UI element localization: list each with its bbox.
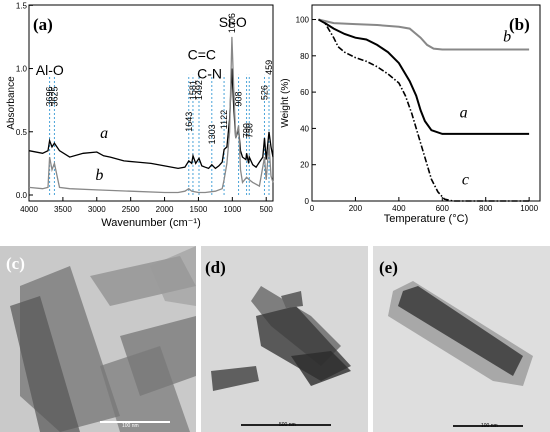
y-tick-label: 1.0 — [16, 65, 28, 74]
tem-c-scale: 100 nm — [122, 423, 139, 429]
panel-b-frame — [311, 4, 541, 202]
tem-c-label: (c) — [6, 254, 25, 273]
panel-b-label: (b) — [509, 15, 530, 34]
tem-panel-d: (d) 500 nm — [201, 246, 368, 432]
peak-label: 3696 — [45, 86, 55, 106]
peak-label: 1643 — [184, 112, 194, 132]
tem-e-scale: 100 nm — [481, 423, 498, 429]
panel-a-xlabel: Wavenumber (cm⁻¹) — [101, 217, 201, 229]
x-tick-label: 400 — [392, 204, 406, 213]
y-tick-label: 80 — [300, 52, 309, 61]
panel-b-plot: 0 200 400 600 800 1000 0 20 40 60 80 100 b a c — [296, 16, 539, 213]
y-tick-label: 100 — [296, 16, 310, 25]
panel-b-xlabel: Temperature (°C) — [384, 213, 468, 225]
series-label: a — [100, 125, 108, 142]
peak-label: 1581 — [188, 80, 198, 100]
peak-label: 526 — [259, 85, 269, 100]
panel-a: 4000 3500 3000 2500 2000 1500 1000 500 0.0 0.5 1.0… — [6, 1, 274, 229]
x-tick-label: 4000 — [20, 205, 38, 214]
peak-label: 459 — [264, 60, 274, 75]
x-tick-label: 1500 — [190, 205, 208, 214]
x-tick-label: 800 — [479, 204, 493, 213]
series-line-c — [318, 18, 530, 202]
x-tick-label: 600 — [436, 204, 450, 213]
x-tick-label: 3500 — [54, 205, 72, 214]
group-annotation: Al-O — [36, 62, 64, 78]
panel-b-ylabel: Weight (%) — [280, 78, 291, 127]
x-tick-label: 1000 — [520, 204, 538, 213]
series-line-a — [318, 18, 530, 135]
y-tick-label: 40 — [300, 124, 309, 133]
tem-panel-c: (c) 100 nm — [0, 246, 196, 432]
group-annotation: C-N — [197, 66, 222, 82]
y-tick-label: 20 — [300, 161, 309, 170]
y-tick-label: 0.0 — [16, 191, 28, 200]
tem-d-scale: 500 nm — [279, 422, 296, 428]
y-tick-label: 0.5 — [16, 128, 28, 137]
peak-label: 1006 — [227, 13, 237, 33]
y-tick-label: 0 — [305, 197, 310, 206]
group-annotation: C=C — [188, 47, 216, 63]
tem-panel-e: (e) 100 nm — [373, 246, 550, 432]
x-tick-label: 500 — [260, 205, 274, 214]
tem-d-label: (d) — [205, 258, 226, 277]
series-line-a — [28, 68, 274, 170]
series-line-b — [28, 36, 274, 194]
series-label: b — [95, 167, 103, 184]
tem-e-image — [373, 246, 550, 432]
peak-label: 908 — [234, 91, 244, 106]
x-tick-label: 200 — [349, 204, 363, 213]
peak-label: 3625 — [49, 86, 59, 106]
y-tick-label: 60 — [300, 88, 309, 97]
x-tick-label: 3000 — [88, 205, 106, 214]
peak-label: 790 — [242, 123, 252, 138]
tem-c-image — [0, 246, 196, 432]
y-tick-label: 1.5 — [16, 1, 28, 10]
tem-e-label: (e) — [379, 258, 398, 277]
group-annotation: Si-O — [219, 14, 247, 30]
series-label: b — [503, 28, 511, 45]
peak-label: 750 — [244, 123, 254, 138]
x-tick-label: 2500 — [122, 205, 140, 214]
panel-a-ylabel: Absorbance — [6, 76, 17, 130]
x-tick-label: 0 — [310, 204, 315, 213]
tem-d-image — [201, 246, 368, 432]
panel-a-label: (a) — [33, 15, 53, 34]
x-tick-label: 2000 — [156, 205, 174, 214]
panel-b: 0 200 400 600 800 1000 0 20 40 60 80 100 b a c (b) Wei… — [280, 4, 541, 225]
x-tick-label: 1000 — [223, 205, 241, 214]
peak-label: 1303 — [207, 124, 217, 144]
peak-label: 1122 — [219, 110, 229, 129]
peak-label: 1492 — [194, 80, 204, 100]
series-label: c — [462, 172, 469, 189]
panel-a-plot: 4000 3500 3000 2500 2000 1500 1000 500 0.0 0.5 1.0… — [16, 1, 274, 214]
series-label: a — [460, 105, 468, 122]
series-line-b — [318, 18, 530, 51]
